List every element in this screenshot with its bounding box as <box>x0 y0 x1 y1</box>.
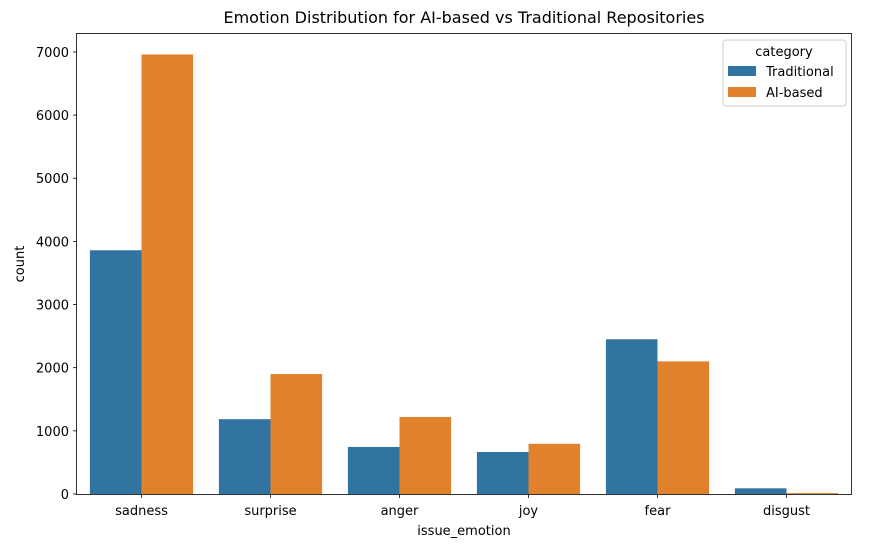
bar-disgust-ai-based <box>786 493 839 494</box>
y-axis-label: count <box>13 246 28 283</box>
bar-disgust-traditional <box>734 488 787 494</box>
y-tick-label: 0 <box>61 488 69 503</box>
x-tick-label: fear <box>645 504 672 519</box>
axes-frame <box>76 33 852 495</box>
bar-anger-traditional <box>347 446 400 494</box>
y-tick-label: 5000 <box>36 172 69 187</box>
bar-surprise-ai-based <box>270 374 323 494</box>
y-tick-label: 1000 <box>36 425 69 440</box>
legend-label-ai-based: AI-based <box>766 86 823 101</box>
legend: category Traditional AI-based <box>722 39 847 107</box>
x-ticks-group: sadness surprise anger joy fear disgust <box>115 494 810 519</box>
legend-swatch-traditional <box>728 66 756 76</box>
y-tick-label: 2000 <box>36 362 69 377</box>
y-tick-label: 4000 <box>36 235 69 250</box>
legend-label-traditional: Traditional <box>765 65 834 80</box>
x-tick-label: disgust <box>763 504 810 519</box>
x-axis-label: issue_emotion <box>417 524 510 539</box>
bar-fear-ai-based <box>657 361 710 494</box>
y-tick-label: 7000 <box>36 46 69 61</box>
bar-sadness-traditional <box>89 250 142 494</box>
x-tick-label: joy <box>518 504 539 519</box>
legend-swatch-ai-based <box>728 87 756 97</box>
y-ticks-group: 0 1000 2000 3000 4000 5000 6000 7000 <box>36 46 77 503</box>
x-tick-label: sadness <box>115 504 168 519</box>
x-tick-label: anger <box>381 504 419 519</box>
bar-surprise-traditional <box>218 419 271 494</box>
x-tick-label: surprise <box>244 504 296 519</box>
bar-joy-traditional <box>476 452 529 494</box>
legend-title: category <box>755 45 813 60</box>
y-tick-label: 6000 <box>36 109 69 124</box>
bar-sadness-ai-based <box>141 54 194 494</box>
bar-joy-ai-based <box>528 443 581 494</box>
chart-title: Emotion Distribution for AI-based vs Tra… <box>223 8 704 27</box>
y-tick-label: 3000 <box>36 299 69 314</box>
bar-fear-traditional <box>605 339 658 494</box>
bars-group <box>89 54 839 494</box>
legend-items: Traditional AI-based <box>728 65 834 101</box>
bar-anger-ai-based <box>399 416 452 494</box>
